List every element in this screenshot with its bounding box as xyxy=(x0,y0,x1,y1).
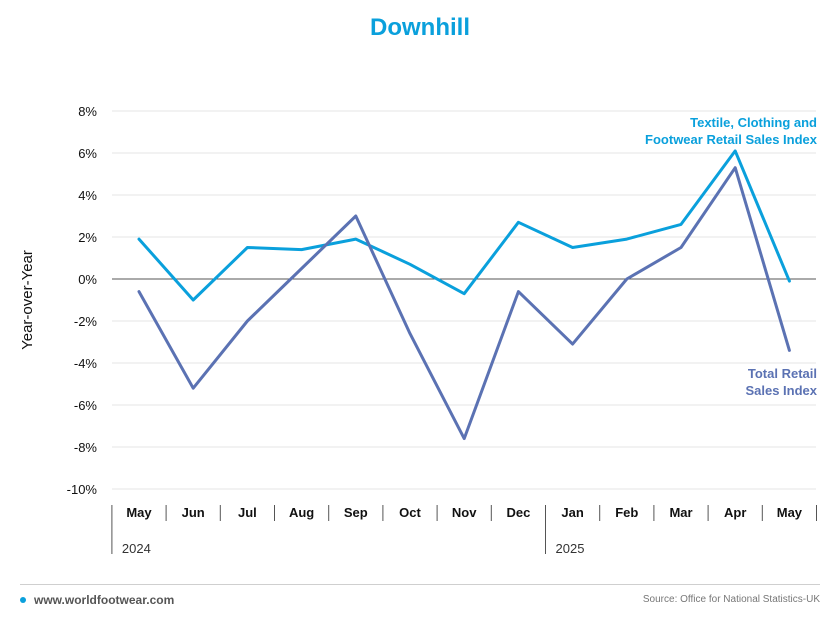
x-tick-label: Jan xyxy=(561,505,583,520)
x-tick-label: Oct xyxy=(399,505,421,520)
y-tick-label: 4% xyxy=(78,188,97,203)
chart-title: Downhill xyxy=(370,14,470,41)
x-tick-label: Jun xyxy=(182,505,205,520)
year-label: 2025 xyxy=(556,541,585,556)
x-tick-label: Feb xyxy=(615,505,638,520)
footer-website[interactable]: www.worldfootwear.com xyxy=(20,593,174,607)
x-tick-label: Nov xyxy=(452,505,477,520)
series-labels: Textile, Clothing and Footwear Retail Sal… xyxy=(645,115,818,398)
series-lines xyxy=(137,149,791,441)
source-note: Source: Office for National Statistics-U… xyxy=(642,594,820,605)
y-tick-label: 2% xyxy=(78,230,97,245)
footer-divider xyxy=(20,584,820,585)
x-tick-label: Sep xyxy=(344,505,368,520)
y-tick-label: 6% xyxy=(78,146,97,161)
x-tick-label: May xyxy=(777,505,803,520)
gridlines xyxy=(112,110,816,490)
website-text: www.worldfootwear.com xyxy=(34,593,175,607)
y-tick-label: -4% xyxy=(74,356,98,371)
year-label: 2024 xyxy=(122,541,151,556)
x-tick-label: Dec xyxy=(506,505,530,520)
line-chart: 8% 6% 4% 2% 0% -2% -4% -6% -8% -10% May Jun Jul Aug S… xyxy=(19,104,818,556)
series-label-total-retail: Total Retail Sales Index xyxy=(745,366,817,398)
y-tick-label: -8% xyxy=(74,440,98,455)
y-axis-label: Year-over-Year xyxy=(19,250,36,350)
y-tick-label: -2% xyxy=(74,314,98,329)
bullet-dot-icon xyxy=(20,597,26,603)
series-line-total-retail xyxy=(137,166,791,441)
y-tick-label: 8% xyxy=(78,104,97,119)
x-tick-label: Aug xyxy=(289,505,314,520)
y-tick-label: -6% xyxy=(74,398,98,413)
x-tick-label: May xyxy=(126,505,152,520)
x-axis: May Jun Jul Aug Sep Oct Nov Dec Jan Feb Mar Apr May 2… xyxy=(111,505,817,556)
x-tick-label: Apr xyxy=(724,505,746,520)
y-tick-label: -10% xyxy=(67,482,98,497)
x-tick-label: Jul xyxy=(238,505,257,520)
y-tick-labels: 8% 6% 4% 2% 0% -2% -4% -6% -8% -10% xyxy=(67,104,98,497)
series-line-textile xyxy=(137,149,791,302)
series-label-textile: Textile, Clothing and Footwear Retail Sal… xyxy=(645,115,818,147)
x-tick-label: Mar xyxy=(669,505,692,520)
y-tick-label: 0% xyxy=(78,272,97,287)
